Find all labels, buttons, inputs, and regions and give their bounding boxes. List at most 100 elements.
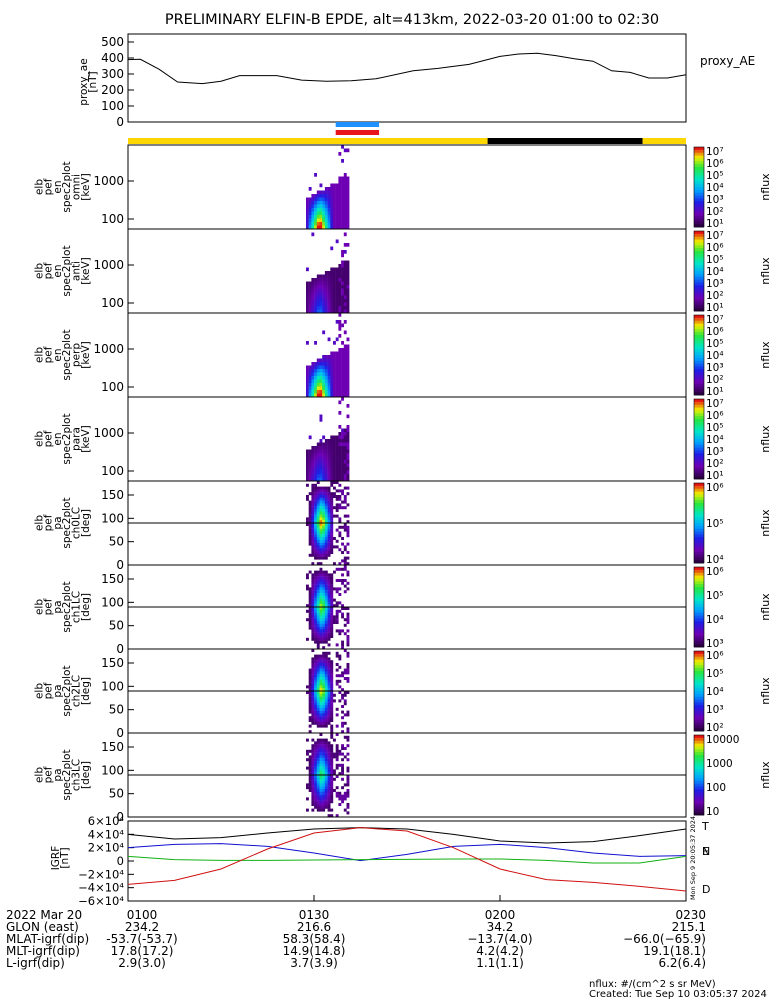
spectrogram-cell [341, 194, 344, 198]
spectrogram-cell [324, 786, 328, 790]
igrf-tick-label: 0 [117, 854, 124, 868]
spectrogram-cell [338, 467, 342, 471]
spectrogram-cell [343, 211, 347, 216]
colorbar-segment [694, 656, 704, 660]
spectrogram-cell [343, 545, 347, 549]
spectrogram-cell [343, 783, 347, 787]
spectrogram-cell [341, 604, 344, 608]
colorbar-label-group: nflux [759, 593, 772, 621]
spectrogram-cell [327, 755, 331, 759]
spectrogram-cell [335, 587, 339, 591]
spectrogram-cell [316, 456, 320, 461]
spectrogram-cell [316, 623, 320, 627]
colorbar-segment [694, 323, 704, 327]
xaxis-tick-value: 0200 [485, 908, 516, 922]
spectrogram-cell [341, 463, 344, 468]
spectrogram-cell [341, 705, 344, 708]
spectrogram-cell [319, 733, 323, 736]
spectrogram-cell [306, 576, 309, 580]
spectrogram-cell [319, 390, 323, 394]
spectrogram-cell [346, 302, 350, 307]
spectrogram-cell [311, 629, 315, 633]
spectrogram-cell [319, 362, 323, 366]
spectrogram-cell [314, 489, 317, 493]
spectrogram-cell [314, 570, 317, 574]
spectrogram-cell [311, 679, 315, 683]
spectrogram-cell [322, 456, 326, 461]
colorbar-label: nflux [759, 509, 772, 537]
spectrogram-cell [319, 663, 323, 666]
spectrogram-ylabel-line: perp [70, 343, 82, 367]
spectrogram-cell [319, 775, 323, 778]
spectrogram-cell [316, 204, 320, 209]
spectrogram-cell [333, 467, 336, 471]
spectrogram-cell [319, 744, 323, 748]
spectrogram-cell [319, 470, 323, 475]
colorbar-segment [694, 251, 704, 255]
spectrogram-cells [306, 232, 350, 314]
spectrogram-cell [341, 567, 344, 571]
spectrogram-cell [335, 674, 339, 678]
spectrogram-cell [327, 523, 331, 526]
spectrogram-cell [324, 309, 328, 314]
spectrogram-cell [311, 649, 315, 652]
colorbar-segment [694, 343, 704, 347]
spectrogram-cell [333, 383, 336, 387]
spectrogram-cell [314, 791, 317, 795]
spectrogram-cell [327, 794, 331, 798]
spectrogram-cell [319, 691, 323, 694]
spectrogram-cell [330, 733, 334, 736]
spectrogram-cell [306, 218, 309, 223]
spectrogram-cell [322, 579, 326, 582]
colorbar-segment [694, 567, 704, 571]
spectrogram-cell [314, 531, 317, 535]
spectrogram-cell [341, 674, 344, 678]
spectrogram-cell [322, 590, 326, 594]
spectrogram-cell [308, 281, 312, 286]
spectrogram-cell [343, 393, 347, 398]
spectrogram-cell [330, 463, 334, 468]
spectrogram-cell [341, 362, 344, 366]
spectrogram-cell [335, 278, 339, 282]
spectrogram-cell [322, 551, 326, 554]
spectrogram-cell [338, 302, 342, 307]
spectrogram-cell [346, 176, 350, 181]
spectrogram-cell [335, 755, 339, 759]
spectrogram-cell [311, 584, 315, 588]
colorbar-segment [694, 273, 704, 278]
spectrogram-cell [308, 696, 312, 700]
colorbar-segment [694, 152, 704, 156]
spectrogram-cell [322, 615, 326, 619]
spectrogram-cell [322, 489, 326, 493]
spectrogram-tick-label: 0 [116, 810, 124, 824]
spectrogram-cell [341, 693, 344, 697]
spectrogram-cell [335, 470, 339, 475]
spectrogram-cell [316, 383, 320, 387]
spectrogram-cell [316, 215, 320, 219]
spectrogram-cell [343, 671, 347, 675]
spectrogram-cell [324, 783, 328, 787]
spectrogram-cell [330, 372, 334, 377]
spectrogram-cell [338, 411, 342, 415]
spectrogram-ylabel-line: elb [33, 683, 45, 699]
spectrogram-cell [327, 545, 331, 549]
spectrogram-cell [316, 682, 320, 686]
spectrogram-cell [311, 800, 315, 804]
spectrogram-cell [314, 755, 317, 759]
spectrogram-cell [311, 758, 315, 762]
spectrogram-cell [324, 699, 328, 703]
spectrogram-ylabel-line: en [52, 180, 64, 193]
spectrogram-cell [341, 215, 344, 219]
spectrogram-cell [338, 215, 342, 219]
spectrogram-cell [311, 225, 315, 230]
spectrogram-cell [314, 545, 317, 549]
colorbar-segment [694, 305, 704, 309]
spectrogram-cell [330, 780, 334, 784]
spectrogram-cell [324, 595, 328, 599]
spectrogram-cell [324, 500, 328, 504]
spectrogram-cell [322, 309, 326, 314]
spectrogram-cell [306, 797, 309, 801]
spectrogram-cell [333, 390, 336, 394]
spectrogram-cell [335, 267, 339, 272]
spectrogram-cell [330, 789, 334, 792]
